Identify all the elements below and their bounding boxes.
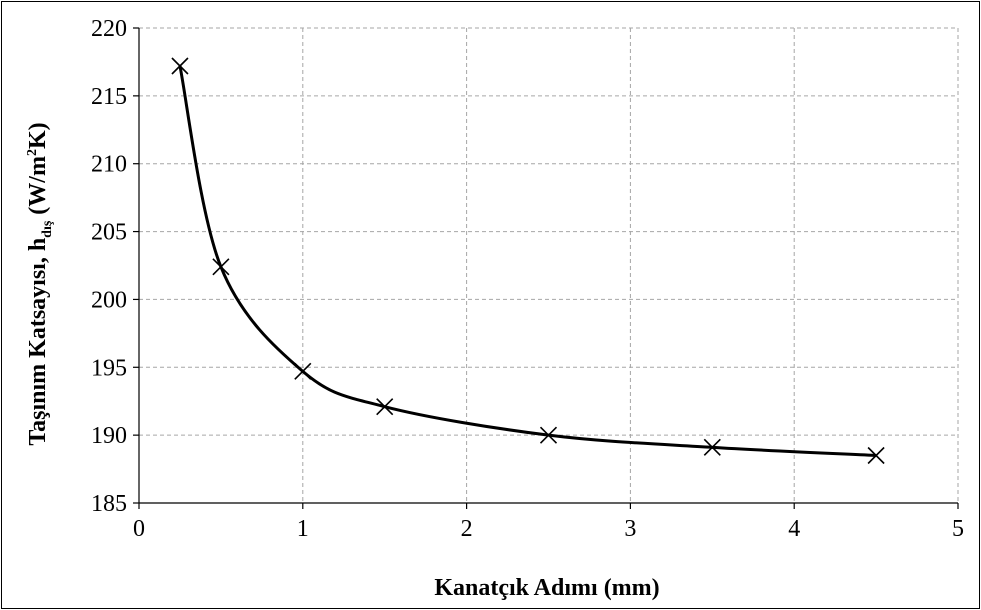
y-tick-label: 195 bbox=[91, 355, 127, 381]
y-axis-title-suffix: K) bbox=[25, 122, 51, 149]
x-tick-label: 5 bbox=[952, 516, 964, 542]
marker-stroke bbox=[703, 438, 721, 456]
y-axis-title-subscript: dış bbox=[40, 220, 55, 238]
x-tick-label: 3 bbox=[624, 516, 636, 542]
data-point-marker bbox=[376, 398, 394, 416]
y-tick-label: 210 bbox=[91, 152, 127, 178]
marker-stroke bbox=[867, 446, 885, 465]
data-point-marker bbox=[539, 426, 558, 444]
y-axis-title-middle: (W/m bbox=[25, 156, 51, 221]
data-point-marker bbox=[703, 438, 721, 456]
x-axis-title: Kanatçık Adımı (mm) bbox=[434, 575, 659, 601]
x-tick-label: 0 bbox=[133, 516, 145, 542]
series-line bbox=[178, 65, 877, 457]
y-tick-label: 185 bbox=[91, 491, 127, 517]
x-tick-label: 4 bbox=[788, 516, 800, 542]
marker-stroke bbox=[212, 258, 230, 276]
y-tick-label: 200 bbox=[91, 287, 127, 313]
marker-stroke bbox=[294, 362, 312, 380]
y-axis-title-prefix: Taşınım Katsayısı, h bbox=[25, 238, 51, 446]
tick-labels: 185 190 195 200 205 210 215 220 0 1 2 3 4 5 bbox=[91, 16, 964, 542]
y-axis-title-superscript: 2 bbox=[25, 149, 40, 156]
y-tick-label: 220 bbox=[91, 16, 127, 42]
y-tick-label: 190 bbox=[91, 423, 127, 449]
series-layer bbox=[171, 57, 885, 465]
x-tick-label: 1 bbox=[297, 516, 309, 542]
marker-stroke bbox=[171, 57, 189, 75]
grid-layer bbox=[139, 27, 959, 503]
data-point-marker bbox=[171, 57, 189, 75]
y-tick-label: 205 bbox=[91, 220, 127, 246]
data-point-marker bbox=[867, 446, 885, 465]
marker-stroke bbox=[539, 426, 558, 444]
x-tick-label: 2 bbox=[461, 516, 473, 542]
y-axis-title: Taşınım Katsayısı, hdış (W/m2K) bbox=[25, 122, 55, 445]
axes-layer bbox=[133, 27, 959, 509]
marker-stroke bbox=[376, 398, 394, 416]
data-point-marker bbox=[212, 258, 230, 276]
data-point-marker bbox=[294, 362, 312, 380]
y-tick-label: 215 bbox=[91, 84, 127, 110]
